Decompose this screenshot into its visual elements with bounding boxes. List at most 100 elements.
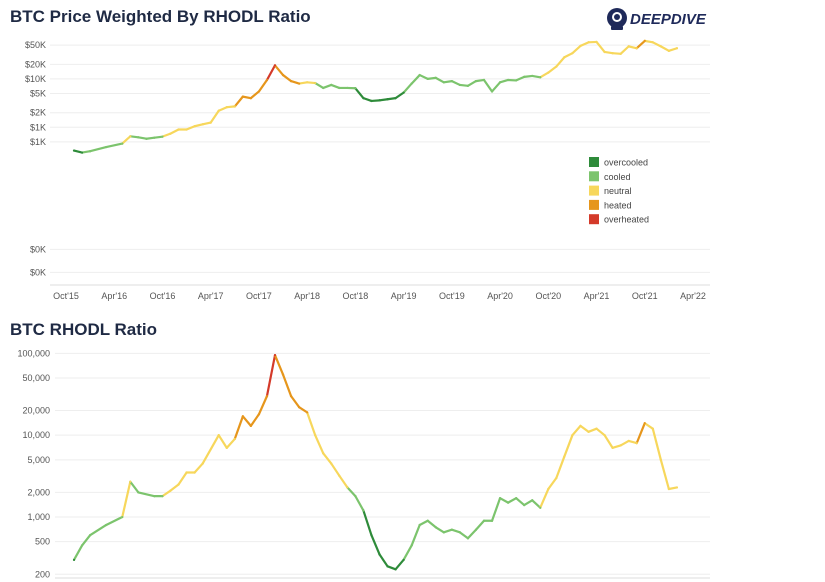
price-point	[555, 65, 558, 68]
price-point	[611, 52, 614, 55]
rhodl-point	[153, 495, 156, 498]
price-segment	[635, 39, 646, 50]
price-point	[338, 86, 341, 90]
rhodl-point	[169, 489, 172, 492]
rhodl-segment	[587, 427, 598, 433]
price-segment	[611, 52, 622, 55]
rhodl-point	[555, 476, 558, 480]
rhodl-point	[225, 446, 228, 449]
price-point	[201, 123, 204, 126]
price-point	[330, 83, 333, 87]
rhodl-point	[515, 497, 518, 500]
rhodl-segment	[643, 422, 654, 430]
rhodl-segment	[322, 452, 333, 465]
legend-swatch-overcooled	[589, 157, 599, 167]
price-segment	[539, 71, 550, 79]
price-segment	[595, 40, 606, 54]
rhodl-segment	[547, 476, 558, 491]
rhodl-point	[249, 424, 252, 427]
price-x-tick-label: Apr'17	[198, 291, 224, 301]
price-x-tick-label: Oct'16	[150, 291, 176, 301]
rhodl-point	[265, 395, 269, 398]
price-segment	[627, 45, 638, 50]
price-point	[121, 142, 124, 145]
price-point	[137, 136, 140, 139]
price-x-tick-label: Apr'19	[391, 291, 417, 301]
price-chart-title: BTC Price Weighted By RHODL Ratio	[10, 7, 311, 26]
legend-swatch-cooled	[589, 171, 599, 182]
price-line	[72, 39, 679, 154]
rhodl-segment	[627, 439, 638, 445]
rhodl-segment	[595, 427, 606, 437]
price-segment	[386, 97, 397, 101]
rhodl-segment	[137, 491, 156, 498]
price-y-tick-label: $0K	[30, 267, 46, 277]
price-segment	[370, 99, 381, 103]
rhodl-segment	[249, 413, 261, 427]
price-x-tick-label: Oct'17	[246, 291, 272, 301]
rhodl-segment	[611, 444, 622, 449]
price-y-tick-label: $20K	[25, 59, 46, 69]
rhodl-point	[137, 491, 140, 494]
price-point	[627, 45, 630, 48]
price-segment	[434, 76, 445, 84]
rhodl-segment	[394, 558, 405, 571]
price-segment	[281, 73, 293, 83]
price-point	[482, 78, 486, 82]
rhodl-segment	[80, 534, 92, 547]
rhodl-y-tick-label: 100,000	[17, 348, 50, 358]
price-segment	[265, 64, 277, 82]
price-point	[241, 95, 244, 98]
price-x-tick-label: Oct'15	[53, 291, 79, 301]
price-segment	[72, 149, 84, 154]
price-x-tick-label: Apr'21	[584, 291, 610, 301]
rhodl-point	[547, 487, 550, 491]
rhodl-point	[611, 446, 614, 449]
price-point	[80, 151, 84, 154]
rhodl-segment	[105, 515, 124, 527]
price-x-tick-label: Oct'18	[343, 291, 369, 301]
price-point	[595, 40, 598, 44]
price-segment	[426, 76, 437, 80]
price-segment	[201, 121, 212, 126]
price-segment	[145, 136, 156, 140]
price-x-tick-label: Apr'18	[294, 291, 320, 301]
legend-swatch-neutral	[589, 185, 599, 196]
rhodl-point	[386, 565, 389, 568]
price-segment	[185, 125, 196, 131]
rhodl-point	[233, 437, 236, 441]
rhodl-segment	[434, 526, 445, 534]
rhodl-segment	[161, 489, 172, 498]
price-segment	[555, 56, 566, 68]
price-segment	[667, 47, 679, 52]
rhodl-point	[643, 422, 646, 425]
price-y-tick-label: $10K	[25, 74, 46, 84]
price-point	[450, 80, 453, 83]
price-point	[225, 106, 228, 109]
rhodl-point	[241, 415, 244, 418]
rhodl-segment	[289, 395, 301, 409]
price-x-tick-label: Apr'20	[487, 291, 513, 301]
rhodl-point	[426, 519, 429, 522]
rhodl-segment	[523, 499, 534, 507]
rhodl-segment	[217, 434, 228, 449]
price-x-tick-label: Oct'19	[439, 291, 465, 301]
rhodl-y-tick-label: 10,000	[22, 430, 50, 440]
rhodl-segment	[539, 487, 550, 509]
price-segment	[523, 74, 534, 78]
price-segment	[80, 150, 92, 154]
rhodl-point	[539, 506, 542, 509]
price-segment	[515, 75, 526, 82]
diver-helmet-icon	[607, 8, 627, 30]
price-segment	[89, 145, 108, 153]
price-point	[466, 84, 470, 87]
price-y-tick-label: $0K	[30, 244, 46, 254]
rhodl-segment	[426, 519, 437, 529]
price-segment	[474, 78, 486, 83]
price-point	[651, 41, 654, 44]
price-point	[643, 39, 646, 42]
price-point	[89, 150, 92, 153]
price-point	[442, 81, 445, 84]
price-segment	[193, 123, 204, 128]
